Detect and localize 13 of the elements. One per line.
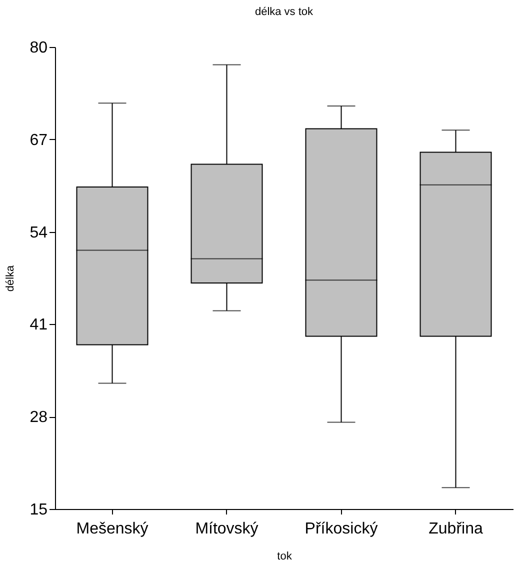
chart-title: délka vs tok [254, 6, 314, 18]
x-tick-label: Příkosický [304, 520, 378, 538]
y-tick-label: 28 [30, 409, 48, 426]
y-axis-title: délka [4, 264, 17, 292]
y-tick-label: 80 [30, 40, 48, 56]
y-tick-label: 67 [30, 132, 48, 149]
x-tick-label: Zubřina [428, 520, 483, 538]
x-axis-title: tok [277, 550, 292, 562]
x-tick-label: Mítovský [195, 520, 258, 538]
y-tick-label: 15 [30, 502, 48, 518]
y-tick-label: 54 [30, 224, 48, 242]
x-tick-label: Mešenský [76, 520, 148, 538]
y-tick-label: 41 [30, 316, 48, 334]
